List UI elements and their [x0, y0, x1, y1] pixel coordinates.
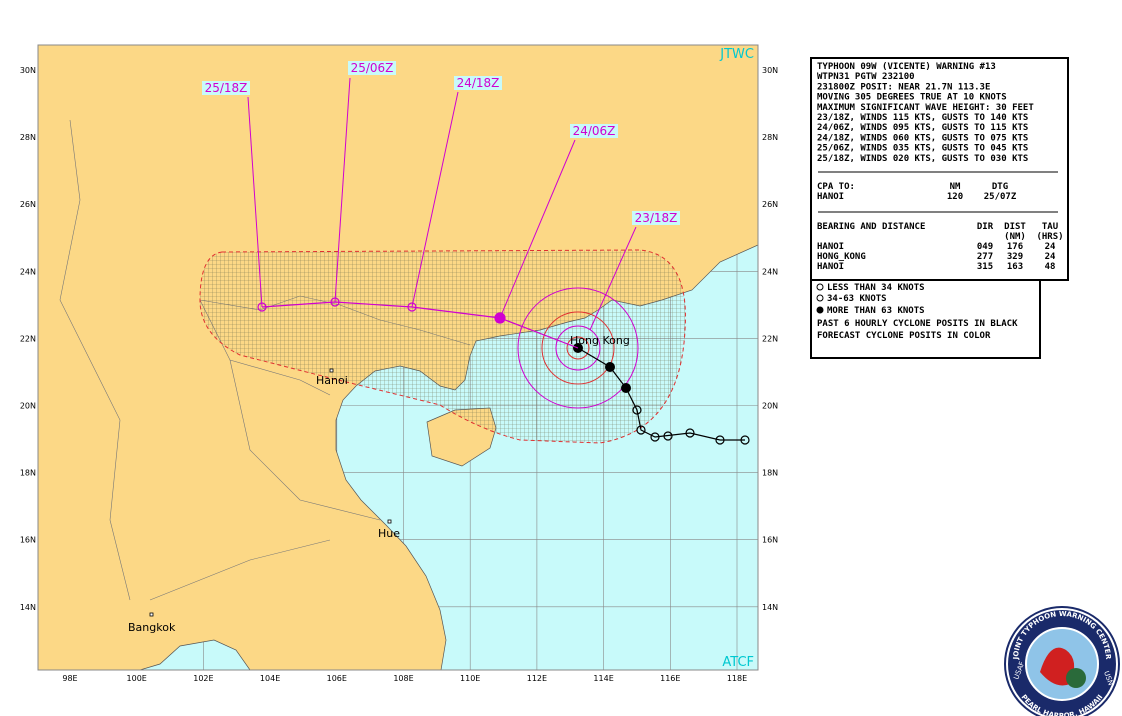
logo: JOINT TYPHOON WARNING CENTER PEARL HARBO… [1004, 606, 1120, 716]
bearing-cell: 24 [1045, 252, 1056, 262]
place-dots [149, 368, 392, 617]
bearing-cell: 315 [977, 262, 993, 272]
bearing-unit: (HRS) [1036, 232, 1063, 242]
forecast-label-bg [632, 211, 680, 225]
lat-label: 16N [762, 536, 778, 545]
lat-label: 30N [762, 66, 778, 75]
lat-label: 26N [20, 200, 36, 209]
lat-label: 28N [762, 133, 778, 142]
forecast-label: 25/06Z [351, 61, 394, 75]
warning-line: 24/06Z, WINDS 095 KTS, GUSTS TO 115 KTS [817, 123, 1028, 133]
bearing-cell: 176 [1007, 242, 1023, 252]
lat-label: 28N [20, 133, 36, 142]
warning-line: MAXIMUM SIGNIFICANT WAVE HEIGHT: 30 FEET [817, 103, 1034, 113]
warning-line: MOVING 305 DEGREES TRUE AT 10 KNOTS [817, 93, 1007, 103]
legend-line: PAST 6 HOURLY CYCLONE POSITS IN BLACK [817, 319, 1018, 329]
lon-label: 102E [193, 674, 213, 683]
bearing-cell: 163 [1007, 262, 1023, 272]
lat-label: 22N [20, 334, 36, 343]
legend-line: LESS THAN 34 KNOTS [827, 283, 925, 293]
lat-label: 16N [20, 536, 36, 545]
bearing-cell: 277 [977, 252, 993, 262]
bearing-header: DIST [1004, 222, 1026, 232]
legend-line: FORECAST CYCLONE POSITS IN COLOR [817, 331, 991, 341]
forecast-label-bg [202, 81, 250, 95]
warning-line: 23/18Z, WINDS 115 KTS, GUSTS TO 140 KTS [817, 113, 1028, 123]
lat-label: 22N [762, 334, 778, 343]
map-frame [37, 44, 759, 671]
lat-label: 26N [762, 200, 778, 209]
cpa-cell: HANOI [817, 192, 844, 202]
forecast-posits [257, 297, 506, 324]
warning-line: WTPN31 PGTW 232100 [817, 72, 915, 82]
legend-box [810, 279, 1041, 359]
lon-label: 114E [593, 674, 613, 683]
warning-line: 25/06Z, WINDS 035 KTS, GUSTS TO 045 KTS [817, 144, 1028, 154]
lat-label: 14N [762, 603, 778, 612]
forecast-label-bg [570, 124, 618, 138]
lon-label: 106E [327, 674, 347, 683]
warning-line: 24/18Z, WINDS 060 KTS, GUSTS TO 075 KTS [817, 133, 1028, 143]
bearing-header: DIR [977, 222, 994, 232]
lat-label: 24N [762, 267, 778, 276]
forecast-label: 25/18Z [205, 81, 248, 95]
wind-radii [517, 287, 639, 409]
lat-label: 20N [762, 402, 778, 411]
place-label: Hanoi [316, 374, 348, 387]
lat-label: 18N [762, 469, 778, 478]
legend-symbols [816, 283, 824, 314]
lat-label: 14N [20, 603, 36, 612]
cpa-cell: 25/07Z [984, 192, 1017, 202]
map: JTWC ATCF 25/18Z 25/06Z 24/18Z 24/06Z 23/18Z Ho… [38, 45, 758, 670]
bearing-cell: 329 [1007, 252, 1023, 262]
legend-line: MORE THAN 63 KNOTS [827, 306, 925, 316]
cpa-header: CPA TO: [817, 182, 855, 192]
warning-line: TYPHOON 09W (VICENTE) WARNING #13 [817, 62, 996, 72]
place-label: Bangkok [128, 621, 176, 634]
lat-label: 18N [20, 469, 36, 478]
lon-label: 104E [260, 674, 280, 683]
source-label: JTWC [719, 47, 754, 62]
lon-label: 100E [127, 674, 147, 683]
lat-label: 30N [20, 66, 36, 75]
bearing-unit: (NM) [1004, 232, 1026, 242]
lon-label: 110E [460, 674, 480, 683]
past-track [577, 347, 745, 441]
bearing-cell: 48 [1045, 262, 1056, 272]
forecast-label-bg [348, 61, 396, 75]
place-label: Hue [378, 527, 400, 540]
bearing-cell: 049 [977, 242, 993, 252]
lon-label: 112E [527, 674, 547, 683]
bearing-header: TAU [1042, 222, 1058, 232]
forecast-label: 24/18Z [457, 76, 500, 90]
bearing-cell: 24 [1045, 242, 1056, 252]
warning-line: 231800Z POSIT: NEAR 21.7N 113.3E [817, 82, 990, 92]
lat-label: 20N [20, 402, 36, 411]
warning-line: 25/18Z, WINDS 020 KTS, GUSTS TO 030 KTS [817, 154, 1028, 164]
forecast-label: 23/18Z [635, 211, 678, 225]
warning-box [810, 57, 1069, 281]
forecast-label: 24/06Z [573, 124, 616, 138]
lon-label: 98E [62, 674, 77, 683]
place-label: Hong Kong [570, 334, 630, 347]
lat-label: 24N [20, 267, 36, 276]
legend-line: 34-63 KNOTS [827, 294, 887, 304]
lon-label: 116E [660, 674, 680, 683]
wind-swath [199, 249, 686, 444]
bearing-cell: HONG_KONG [817, 252, 866, 262]
bearing-cell: HANOI [817, 262, 844, 272]
bearing-header: BEARING AND DISTANCE [817, 222, 925, 232]
lon-label: 108E [393, 674, 413, 683]
forecast-leaders [247, 77, 637, 331]
lon-label: 118E [727, 674, 747, 683]
cpa-header: NM [950, 182, 961, 192]
source-label: ATCF [722, 655, 754, 670]
past-symbols [632, 405, 750, 445]
bearing-cell: HANOI [817, 242, 844, 252]
cpa-cell: 120 [947, 192, 963, 202]
cpa-header: DTG [992, 182, 1008, 192]
forecast-label-bg [454, 76, 502, 90]
